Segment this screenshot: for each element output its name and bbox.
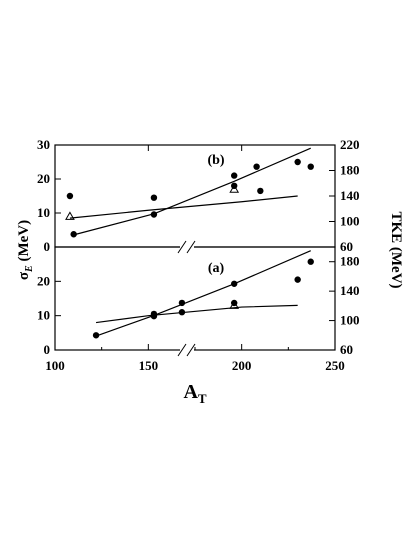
sigma-point [178, 309, 186, 316]
left-tick-label: 30 [37, 137, 50, 152]
panel-a-label: (a) [208, 261, 225, 276]
left-axis-title-sub: E [24, 265, 35, 273]
left-tick-label: 10 [37, 205, 50, 220]
tke-curve-panel-0 [73, 147, 311, 236]
sigma-open-point [229, 184, 240, 193]
left-tick-label: 20 [37, 273, 50, 288]
left-axis-title: σE (MeV) [16, 220, 35, 280]
axis-break-middle [177, 240, 196, 254]
x-tick-label: 150 [139, 358, 159, 373]
ticks: 100 150 200 250 0 10 20 30 60 100 140 180 220 0 10 20 60… [37, 137, 360, 373]
sigma-point [66, 192, 74, 200]
x-tick-label: 100 [45, 358, 65, 373]
x-tick-label: 250 [325, 358, 345, 373]
marks [65, 147, 314, 339]
tke-point [307, 258, 314, 265]
tke-point [231, 172, 238, 179]
tke-curve-panel-1 [95, 250, 311, 337]
right-tick-label: 60 [340, 239, 353, 254]
left-tick-label: 0 [44, 342, 51, 357]
sigma-curve-panel-1 [95, 304, 298, 324]
right-tick-label: 60 [340, 342, 353, 357]
right-axis-title: TKE (MeV) [388, 211, 404, 288]
left-tick-label: 10 [37, 308, 50, 323]
x-axis-title-sub: T [198, 391, 207, 406]
x-axis-title-main: A [183, 381, 198, 403]
sigma-point [294, 276, 301, 283]
right-tick-label: 140 [340, 188, 360, 203]
left-axis-title-main: σ [16, 271, 32, 280]
right-tick-label: 220 [340, 137, 360, 152]
tke-point [70, 231, 77, 238]
right-tick-label: 180 [340, 254, 360, 269]
sigma-point [231, 299, 238, 307]
tke-point [231, 280, 238, 287]
tke-point [150, 312, 158, 320]
axis-break-bottom [177, 342, 196, 358]
left-tick-label: 0 [44, 239, 51, 254]
sigma-point [231, 182, 238, 189]
panel-b-label: (b) [207, 153, 224, 168]
tke-point [178, 299, 186, 307]
sigma-curve-panel-0 [69, 195, 298, 219]
sigma-open-point [65, 211, 75, 220]
right-tick-label: 100 [340, 214, 360, 229]
left-axis-title-unit: (MeV) [16, 220, 32, 265]
right-tick-label: 140 [340, 283, 360, 298]
sigma-point [150, 194, 158, 201]
left-tick-label: 20 [37, 171, 50, 186]
tke-point [150, 211, 158, 218]
x-axis-title: AT [183, 381, 206, 406]
sigma-point [294, 158, 301, 166]
x-tick-label: 200 [232, 358, 252, 373]
sigma-point [257, 187, 264, 195]
tke-point [253, 163, 260, 170]
tke-point [92, 332, 100, 339]
right-tick-label: 100 [340, 313, 360, 328]
tke-point [307, 163, 314, 170]
right-tick-label: 180 [340, 163, 360, 178]
